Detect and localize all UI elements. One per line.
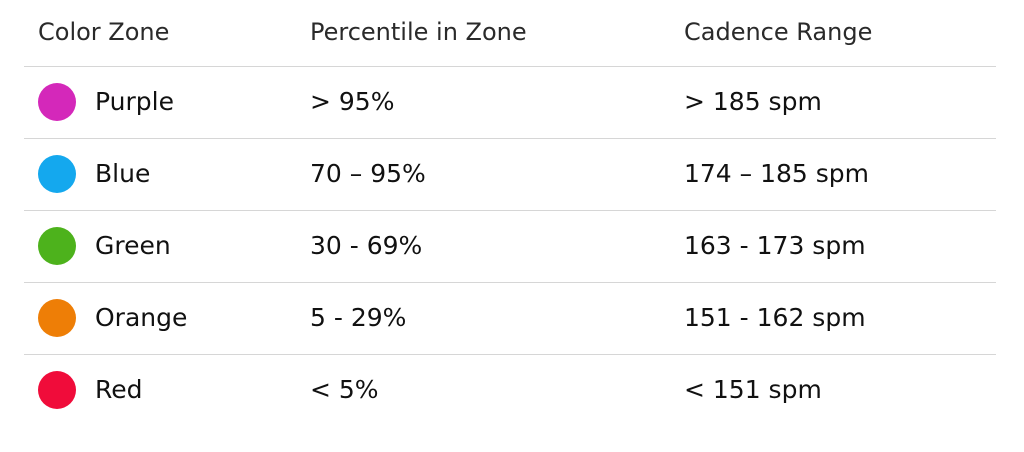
table-row: Green 30 - 69% 163 - 173 spm — [24, 211, 996, 283]
cadence-zone-table: Color Zone Percentile in Zone Cadence Ra… — [24, 0, 996, 426]
table-row: Red < 5% < 151 spm — [24, 355, 996, 426]
percentile-value: 5 - 29% — [310, 303, 407, 332]
table-row: Blue 70 – 95% 174 – 185 spm — [24, 139, 996, 211]
header-percentile: Percentile in Zone — [310, 18, 527, 46]
cadence-value: 163 - 173 spm — [684, 231, 866, 260]
color-dot-icon — [38, 371, 76, 409]
zone-name: Purple — [95, 87, 174, 116]
percentile-value: < 5% — [310, 375, 379, 404]
cadence-value: 174 – 185 spm — [684, 159, 870, 188]
zone-name: Green — [95, 231, 171, 260]
percentile-value: 30 - 69% — [310, 231, 423, 260]
table-row: Purple > 95% > 185 spm — [24, 67, 996, 139]
cadence-value: 151 - 162 spm — [684, 303, 866, 332]
zone-name: Orange — [95, 303, 188, 332]
table-header: Color Zone Percentile in Zone Cadence Ra… — [24, 0, 996, 67]
zone-name: Red — [95, 375, 143, 404]
percentile-value: 70 – 95% — [310, 159, 426, 188]
percentile-value: > 95% — [310, 87, 395, 116]
header-color-zone: Color Zone — [38, 18, 170, 46]
cadence-value: > 185 spm — [684, 87, 822, 116]
color-dot-icon — [38, 83, 76, 121]
color-dot-icon — [38, 227, 76, 265]
table-row: Orange 5 - 29% 151 - 162 spm — [24, 283, 996, 355]
cadence-value: < 151 spm — [684, 375, 822, 404]
color-dot-icon — [38, 155, 76, 193]
zone-name: Blue — [95, 159, 151, 188]
header-cadence-range: Cadence Range — [684, 18, 873, 46]
color-dot-icon — [38, 299, 76, 337]
